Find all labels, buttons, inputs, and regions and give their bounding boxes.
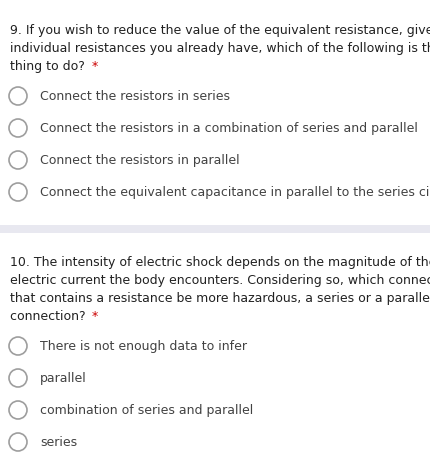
Text: Connect the resistors in series: Connect the resistors in series xyxy=(40,90,230,103)
Text: combination of series and parallel: combination of series and parallel xyxy=(40,404,253,417)
Text: individual resistances you already have, which of the following is the best: individual resistances you already have,… xyxy=(10,42,430,55)
Bar xyxy=(0,225,430,233)
Text: Connect the equivalent capacitance in parallel to the series circuit: Connect the equivalent capacitance in pa… xyxy=(40,186,430,199)
Text: *: * xyxy=(92,310,98,323)
Text: There is not enough data to infer: There is not enough data to infer xyxy=(40,340,246,353)
Text: Connect the resistors in parallel: Connect the resistors in parallel xyxy=(40,154,239,167)
Text: *: * xyxy=(92,60,98,73)
Text: electric current the body encounters. Considering so, which connection: electric current the body encounters. Co… xyxy=(10,274,430,287)
Text: that contains a resistance be more hazardous, a series or a parallel: that contains a resistance be more hazar… xyxy=(10,292,430,305)
Text: thing to do?: thing to do? xyxy=(10,60,89,73)
Text: Connect the resistors in a combination of series and parallel: Connect the resistors in a combination o… xyxy=(40,122,417,135)
Text: series: series xyxy=(40,436,77,449)
Text: 9. If you wish to reduce the value of the equivalent resistance, given the: 9. If you wish to reduce the value of th… xyxy=(10,24,430,37)
Text: parallel: parallel xyxy=(40,372,86,385)
Text: 10. The intensity of electric shock depends on the magnitude of the: 10. The intensity of electric shock depe… xyxy=(10,256,430,269)
Text: connection?: connection? xyxy=(10,310,89,323)
